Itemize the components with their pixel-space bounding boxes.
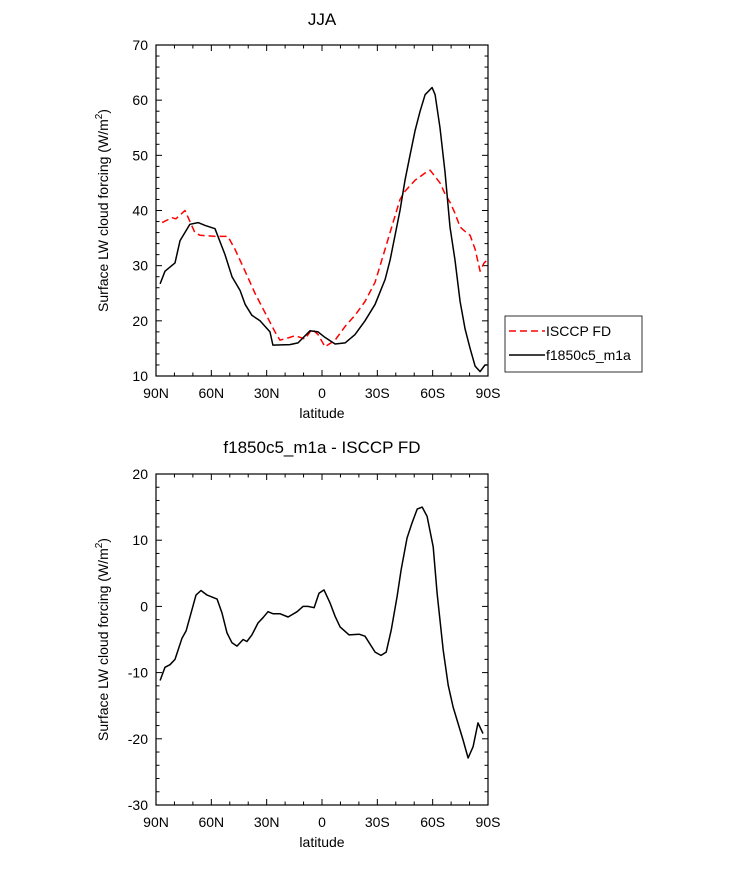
x-tick-label: 30N: [254, 814, 280, 830]
legend-label: f1850c5_m1a: [546, 347, 631, 363]
legend: ISCCP FD f1850c5_m1a: [504, 315, 643, 373]
x-tick-label: 60N: [198, 814, 224, 830]
plot-2: f1850c5_m1a - ISCCP FD 90N 60N 30N 0 30S 60S 90…: [94, 438, 500, 850]
y-tick-label: 50: [132, 147, 148, 163]
x-tick-label: 0: [318, 385, 326, 401]
x-tick-label: 0: [318, 814, 326, 830]
plot-frame: [155, 44, 489, 377]
y-tick-label: 20: [132, 466, 148, 482]
plot-frame: [155, 473, 489, 806]
legend-label: ISCCP FD: [546, 323, 611, 339]
y-tick-label: 0: [140, 598, 148, 614]
x-axis-label: latitude: [299, 405, 344, 421]
y-axis-label-text: Surface LW cloud forcing (W/m: [95, 548, 111, 741]
y-tick-label: 10: [132, 368, 148, 384]
x-tick-label: 60S: [420, 385, 445, 401]
y-tick-label: 30: [132, 258, 148, 274]
y-tick-label: -30: [128, 797, 148, 813]
y-axis-label-superscript: 2: [94, 542, 105, 548]
x-tick-label: 60S: [420, 814, 445, 830]
chart-title: f1850c5_m1a - ISCCP FD: [223, 438, 420, 457]
x-tick-label: 30N: [254, 385, 280, 401]
y-axis-label: Surface LW cloud forcing (W/m2): [94, 538, 111, 741]
y-axis-label-close: ): [95, 109, 111, 114]
x-tick-label: 90S: [476, 814, 501, 830]
y-axis-label: Surface LW cloud forcing (W/m2): [94, 109, 111, 312]
y-tick-label: 60: [132, 92, 148, 108]
x-axis-label: latitude: [299, 834, 344, 850]
series-line-f1850c5-m1a-isccp-fd: [159, 506, 484, 759]
y-axis-label-text: Surface LW cloud forcing (W/m: [95, 119, 111, 312]
x-tick-label: 30S: [365, 814, 390, 830]
y-tick-label: 10: [132, 532, 148, 548]
series-line-isccp-fd: [161, 169, 488, 348]
y-tick-label: 70: [132, 37, 148, 53]
y-tick-label: 40: [132, 203, 148, 219]
series-line-f1850c5-m1a: [159, 86, 488, 373]
x-tick-label: 90N: [143, 385, 169, 401]
legend-box: [504, 315, 643, 373]
x-tick-label: 90S: [476, 385, 501, 401]
y-tick-label: -20: [128, 731, 148, 747]
y-tick-label: -10: [128, 665, 148, 681]
y-axis-label-superscript: 2: [94, 113, 105, 119]
x-tick-label: 90N: [143, 814, 169, 830]
plot-1: JJA 90N 60N 30N 0 30S 60S 90S 10 20 30 40 50 60 70 lati…: [94, 10, 643, 421]
x-tick-label: 30S: [365, 385, 390, 401]
x-tick-label: 60N: [198, 385, 224, 401]
chart-title: JJA: [308, 10, 337, 29]
y-axis-label-close: ): [95, 538, 111, 543]
y-tick-label: 20: [132, 313, 148, 329]
